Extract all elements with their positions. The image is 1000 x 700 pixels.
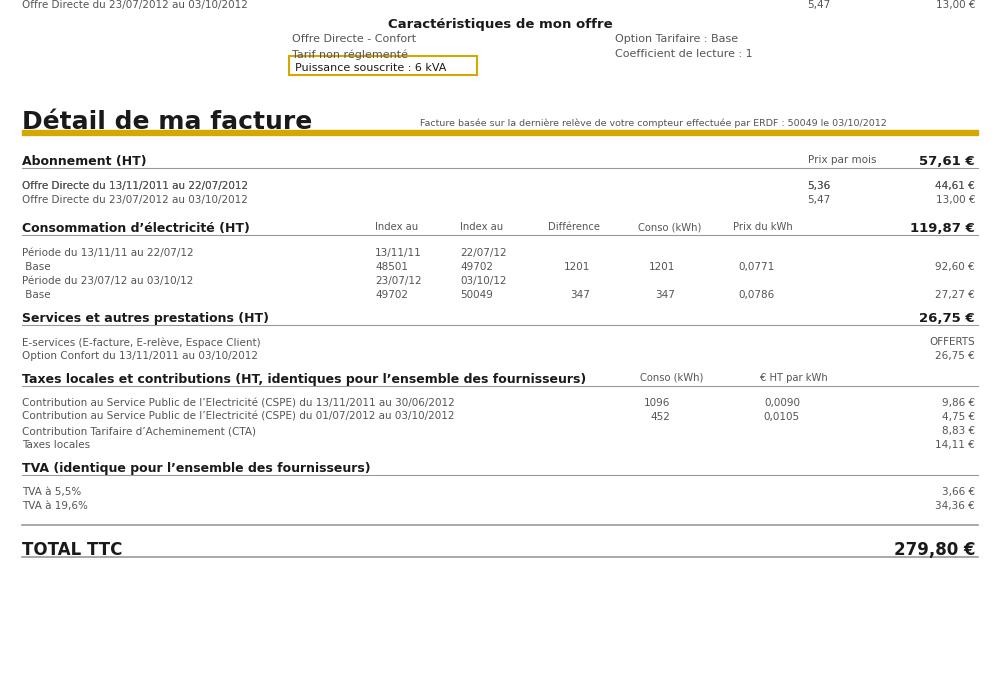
- Text: 50049: 50049: [460, 290, 493, 300]
- Text: Contribution au Service Public de l’Electricité (CSPE) du 01/07/2012 au 03/10/20: Contribution au Service Public de l’Elec…: [22, 412, 454, 422]
- Text: Période du 23/07/12 au 03/10/12: Période du 23/07/12 au 03/10/12: [22, 276, 193, 286]
- Text: 13/11/11: 13/11/11: [375, 248, 422, 258]
- Text: Offre Directe du 13/11/2011 au 22/07/2012: Offre Directe du 13/11/2011 au 22/07/201…: [22, 181, 248, 191]
- Text: 92,60 €: 92,60 €: [935, 262, 975, 272]
- Text: 34,36 €: 34,36 €: [935, 501, 975, 511]
- Text: Offre Directe du 23/07/2012 au 03/10/2012: Offre Directe du 23/07/2012 au 03/10/201…: [22, 195, 248, 205]
- Text: 14,11 €: 14,11 €: [935, 440, 975, 450]
- Text: 44,61 €: 44,61 €: [935, 181, 975, 191]
- Text: TVA (identique pour l’ensemble des fournisseurs): TVA (identique pour l’ensemble des fourn…: [22, 462, 371, 475]
- Text: Consommation d’électricité (HT): Consommation d’électricité (HT): [22, 222, 250, 235]
- Text: Tarif non réglementé: Tarif non réglementé: [292, 49, 408, 60]
- Text: Conso (kWh): Conso (kWh): [640, 373, 703, 383]
- Text: 49702: 49702: [460, 262, 493, 272]
- Text: Facture basée sur la dernière relève de votre compteur effectuée par ERDF : 5004: Facture basée sur la dernière relève de …: [420, 118, 887, 127]
- Text: 48501: 48501: [375, 262, 408, 272]
- Text: 5,47: 5,47: [807, 0, 830, 10]
- Text: Conso (kWh): Conso (kWh): [638, 222, 701, 232]
- Text: 452: 452: [650, 412, 670, 422]
- Text: Offre Directe du 13/11/2011 au 22/07/2012: Offre Directe du 13/11/2011 au 22/07/201…: [22, 181, 248, 191]
- Text: Option Tarifaire : Base: Option Tarifaire : Base: [615, 34, 738, 44]
- Text: 347: 347: [655, 290, 675, 300]
- Text: 5,36: 5,36: [807, 181, 830, 191]
- Text: 3,66 €: 3,66 €: [942, 487, 975, 497]
- Text: Coefficient de lecture : 1: Coefficient de lecture : 1: [615, 49, 753, 59]
- Text: 9,86 €: 9,86 €: [942, 398, 975, 408]
- Text: 57,61 €: 57,61 €: [919, 155, 975, 168]
- Text: Offre Directe - Confort: Offre Directe - Confort: [292, 34, 416, 44]
- Text: 279,80 €: 279,80 €: [894, 541, 975, 559]
- Text: Prix du kWh: Prix du kWh: [733, 222, 793, 232]
- Text: 8,83 €: 8,83 €: [942, 426, 975, 436]
- Text: 5,47: 5,47: [807, 195, 830, 205]
- Text: 1096: 1096: [644, 398, 670, 408]
- Text: 44,61 €: 44,61 €: [935, 181, 975, 191]
- Text: 13,00 €: 13,00 €: [936, 0, 975, 10]
- Text: 5,36: 5,36: [807, 181, 830, 191]
- Text: Base: Base: [22, 262, 51, 272]
- Text: 1201: 1201: [649, 262, 675, 272]
- Text: 03/10/12: 03/10/12: [460, 276, 507, 286]
- Text: TOTAL TTC: TOTAL TTC: [22, 541, 122, 559]
- Text: 4,75 €: 4,75 €: [942, 412, 975, 422]
- Text: Différence: Différence: [548, 222, 600, 232]
- Text: 347: 347: [570, 290, 590, 300]
- Text: Prix par mois: Prix par mois: [808, 155, 876, 165]
- Text: Services et autres prestations (HT): Services et autres prestations (HT): [22, 312, 269, 325]
- Text: Contribution Tarifaire d’Acheminement (CTA): Contribution Tarifaire d’Acheminement (C…: [22, 426, 256, 436]
- Text: Offre Directe du 23/07/2012 au 03/10/2012: Offre Directe du 23/07/2012 au 03/10/201…: [22, 0, 248, 10]
- Text: Taxes locales et contributions (HT, identiques pour l’ensemble des fournisseurs): Taxes locales et contributions (HT, iden…: [22, 373, 586, 386]
- Text: 119,87 €: 119,87 €: [910, 222, 975, 235]
- Text: Détail de ma facture: Détail de ma facture: [22, 110, 312, 134]
- Text: 26,75 €: 26,75 €: [935, 351, 975, 361]
- Text: 0,0786: 0,0786: [739, 290, 775, 300]
- Text: 26,75 €: 26,75 €: [919, 312, 975, 325]
- Text: 27,27 €: 27,27 €: [935, 290, 975, 300]
- Bar: [22, 130, 978, 135]
- Text: € HT par kWh: € HT par kWh: [760, 373, 828, 383]
- Text: Index au: Index au: [460, 222, 503, 232]
- Text: Index au: Index au: [375, 222, 418, 232]
- Text: 0,0771: 0,0771: [739, 262, 775, 272]
- Text: OFFERTS: OFFERTS: [929, 337, 975, 347]
- Text: Contribution au Service Public de l’Electricité (CSPE) du 13/11/2011 au 30/06/20: Contribution au Service Public de l’Elec…: [22, 398, 455, 408]
- Text: 23/07/12: 23/07/12: [375, 276, 422, 286]
- Text: E-services (E-facture, E-relève, Espace Client): E-services (E-facture, E-relève, Espace …: [22, 337, 261, 347]
- Text: 13,00 €: 13,00 €: [936, 195, 975, 205]
- Text: Abonnement (HT): Abonnement (HT): [22, 155, 147, 168]
- Text: Base: Base: [22, 290, 51, 300]
- Text: Puissance souscrite : 6 kVA: Puissance souscrite : 6 kVA: [295, 63, 446, 73]
- Text: 49702: 49702: [375, 290, 408, 300]
- Text: Taxes locales: Taxes locales: [22, 440, 90, 450]
- Text: 1201: 1201: [564, 262, 590, 272]
- Text: Période du 13/11/11 au 22/07/12: Période du 13/11/11 au 22/07/12: [22, 248, 194, 258]
- Text: 0,0090: 0,0090: [764, 398, 800, 408]
- Text: TVA à 19,6%: TVA à 19,6%: [22, 501, 88, 511]
- Text: 22/07/12: 22/07/12: [460, 248, 507, 258]
- Text: Option Confort du 13/11/2011 au 03/10/2012: Option Confort du 13/11/2011 au 03/10/20…: [22, 351, 258, 361]
- Text: TVA à 5,5%: TVA à 5,5%: [22, 487, 81, 497]
- Text: Caractéristiques de mon offre: Caractéristiques de mon offre: [388, 18, 612, 31]
- Text: 0,0105: 0,0105: [764, 412, 800, 422]
